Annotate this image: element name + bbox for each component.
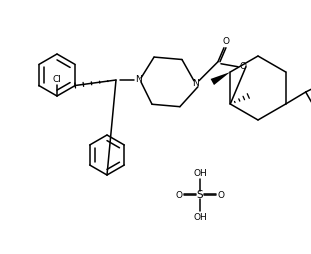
Polygon shape [211,72,230,85]
Text: N: N [135,75,142,85]
Text: OH: OH [193,213,207,221]
Text: O: O [217,190,225,199]
Text: OH: OH [193,168,207,178]
Text: Cl: Cl [53,75,62,85]
Text: O: O [239,62,246,71]
Text: N: N [193,79,199,88]
Text: S: S [197,190,203,200]
Text: O: O [175,190,183,199]
Text: O: O [222,37,230,46]
